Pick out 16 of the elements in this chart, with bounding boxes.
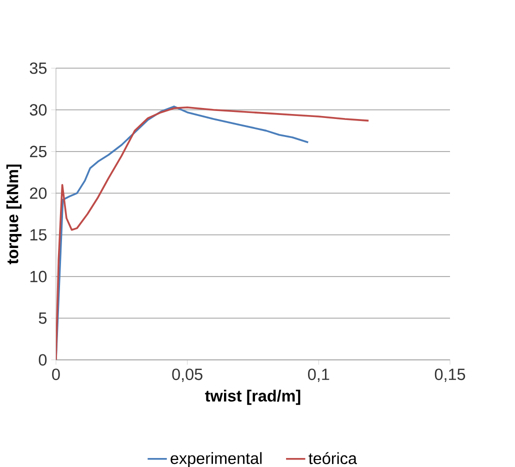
x-tick-label: 0,15 — [434, 368, 466, 382]
legend-label: experimental — [170, 452, 262, 467]
x-tick-label: 0 — [52, 368, 60, 380]
legend-label: teórica — [308, 452, 357, 464]
y-tick-label: 15 — [30, 229, 47, 241]
y-tick-label: 30 — [30, 104, 47, 116]
x-tick-label: 0,05 — [172, 368, 202, 382]
y-tick-label: 25 — [30, 146, 47, 158]
y-tick-label: 35 — [30, 62, 47, 74]
y-tick-label: 20 — [30, 187, 47, 199]
x-tick-label: 0,1 — [308, 368, 330, 382]
y-tick-label: 5 — [38, 312, 47, 324]
y-axis-title: torque [kNm] — [6, 164, 22, 264]
y-tick-label: 10 — [30, 270, 47, 282]
y-tick-label: 0 — [38, 354, 47, 366]
x-axis-title: twist [rad/m] — [205, 390, 300, 405]
